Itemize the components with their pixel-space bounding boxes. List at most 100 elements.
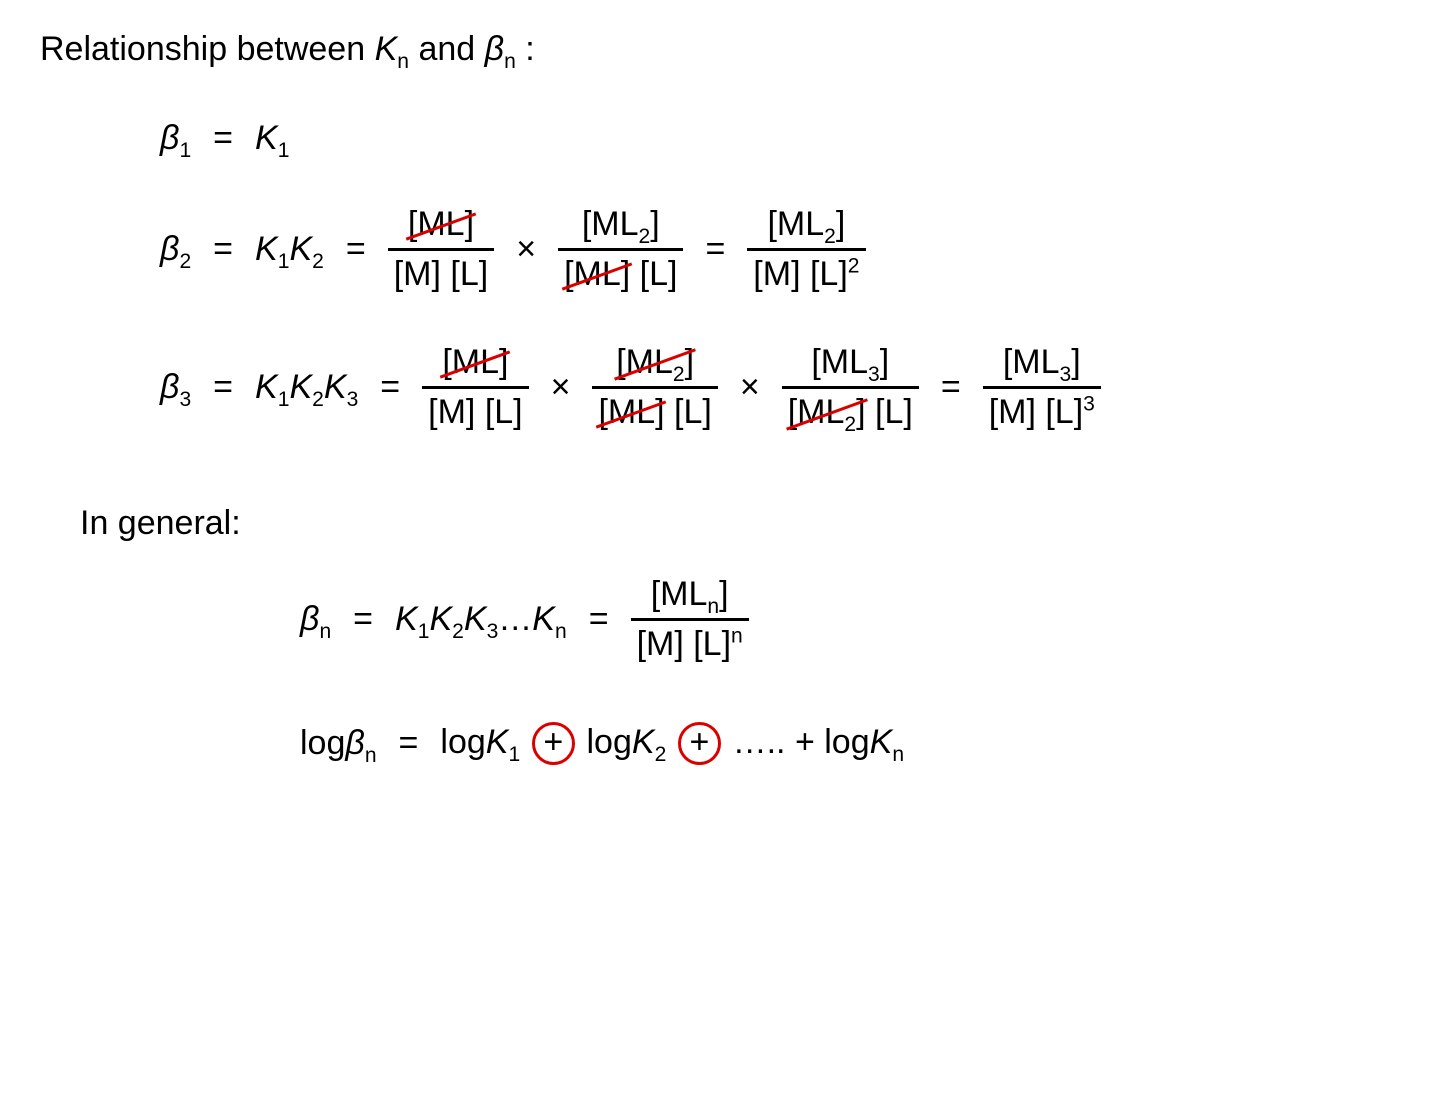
eq-sign: = xyxy=(199,368,247,407)
b3-f4-numa: [ML xyxy=(1003,343,1060,381)
title-K-sub: n xyxy=(397,50,409,73)
betan-sym: β xyxy=(300,600,319,638)
title-prefix: Relationship between xyxy=(40,30,375,68)
log-dots: ….. xyxy=(733,723,795,761)
b2-f1-num: [ML] xyxy=(408,205,474,244)
logKnK: K xyxy=(870,723,893,761)
logK2a: log xyxy=(587,723,632,761)
log-plus-plain: + xyxy=(795,723,824,761)
logK1s: 1 xyxy=(508,742,520,765)
gdots: … xyxy=(498,600,532,638)
b3-f1-den: [M] [L] xyxy=(422,391,528,434)
frac-b3-2: [ML2] [ML] [L] xyxy=(592,341,717,434)
times: × xyxy=(726,368,774,407)
title-line: Relationship between Kn and βn : xyxy=(40,30,1400,69)
K2s: 2 xyxy=(312,250,324,273)
K1: K xyxy=(255,230,278,268)
b3K2s: 2 xyxy=(312,388,324,411)
b3-f2-nums: 2 xyxy=(673,363,685,386)
eq-sign: = xyxy=(385,724,433,763)
title-mid: and xyxy=(418,30,484,68)
b3-f3-nums: 3 xyxy=(868,363,880,386)
b2-f3-nums: 2 xyxy=(824,225,836,248)
b3-f2-denb: [L] xyxy=(665,393,712,431)
gK2: K xyxy=(429,600,452,638)
b3-f4-numb: ] xyxy=(1071,343,1080,381)
frac-general: [MLn] [M] [L]n xyxy=(631,573,749,666)
logK1a: log xyxy=(440,723,485,761)
K1-sym: K xyxy=(255,119,278,157)
gKns: n xyxy=(555,620,567,643)
eq-sign: = xyxy=(332,230,380,269)
b3-f3-denas: 2 xyxy=(844,413,856,436)
eq-sign: = xyxy=(199,119,247,158)
equation-beta2: β2 = K1K2 = [ML] [M] [L] × [ML2] [ML] [L… xyxy=(160,203,1400,296)
b2-f2-denb: [L] xyxy=(630,255,677,293)
frac-b2-2: [ML2] [ML] [L] xyxy=(558,203,683,296)
gK3: K xyxy=(464,600,487,638)
equation-betan: βn = K1K2K3…Kn = [MLn] [M] [L]n xyxy=(300,573,1400,666)
title-suffix: : xyxy=(525,30,534,68)
eq-sign: = xyxy=(927,368,975,407)
b3-f4-dens: 3 xyxy=(1083,393,1095,416)
title-beta: β xyxy=(485,30,504,68)
b2-f3-dens: 2 xyxy=(848,255,860,278)
eq-sign: = xyxy=(339,600,387,639)
g-dena: [M] [L] xyxy=(637,625,731,663)
frac-b3-1: [ML] [M] [L] xyxy=(422,341,528,434)
b2-f2-nums: 2 xyxy=(639,225,651,248)
equation-beta3: β3 = K1K2K3 = [ML] [M] [L] × [ML2] [ML] … xyxy=(160,341,1400,434)
frac-b2-1: [ML] [M] [L] xyxy=(388,203,494,296)
eq-sign: = xyxy=(366,368,414,407)
b2-f3-dena: [M] [L] xyxy=(753,255,847,293)
b3-f2-numb: ] xyxy=(685,343,694,381)
title-K: K xyxy=(375,30,398,68)
b3-f4-nums: 3 xyxy=(1060,363,1072,386)
title-beta-sub: n xyxy=(504,50,516,73)
gK1s: 1 xyxy=(418,620,430,643)
b3-f3-dena2: ] xyxy=(856,393,865,431)
K1s: 1 xyxy=(278,250,290,273)
g-numa: [ML xyxy=(651,575,708,613)
K1-sub: 1 xyxy=(278,139,290,162)
logK1K: K xyxy=(486,723,509,761)
b3K2: K xyxy=(289,368,312,406)
b3K1s: 1 xyxy=(278,388,290,411)
beta2-sub: 2 xyxy=(179,250,191,273)
g-numb: ] xyxy=(719,575,728,613)
log-bsub: n xyxy=(365,744,377,767)
log-prefix: log xyxy=(300,724,345,762)
beta1-sub: 1 xyxy=(179,139,191,162)
b2-f3-numb: ] xyxy=(836,205,845,243)
g-nums: n xyxy=(707,595,719,618)
eq-sign: = xyxy=(575,600,623,639)
b2-f3-numa: [ML xyxy=(767,205,824,243)
beta2-sym: β xyxy=(160,230,179,268)
times: × xyxy=(502,230,550,269)
logK2s: 2 xyxy=(655,742,667,765)
betan-sub: n xyxy=(319,620,331,643)
gK1: K xyxy=(395,600,418,638)
equation-log: logβn = logK1 + logK2 + ….. + logKn xyxy=(300,722,1400,765)
gK2s: 2 xyxy=(452,620,464,643)
b3-f2-numa: [ML xyxy=(616,343,673,381)
frac-b3-3: [ML3] [ML2] [L] xyxy=(782,341,919,434)
eq-sign: = xyxy=(691,230,739,269)
equation-beta1: β1 = K1 xyxy=(160,119,1400,158)
circled-plus-icon: + xyxy=(678,722,721,765)
beta1-sym: β xyxy=(160,119,179,157)
b3-f3-dena: [ML xyxy=(788,393,845,431)
b3K1: K xyxy=(255,368,278,406)
eq-sign: = xyxy=(199,230,247,269)
K2: K xyxy=(289,230,312,268)
b3-f3-numa: [ML xyxy=(811,343,868,381)
in-general-label: In general: xyxy=(80,504,1400,543)
frac-b2-3: [ML2] [M] [L]2 xyxy=(747,203,865,296)
beta3-sym: β xyxy=(160,368,179,406)
b2-f2-numb: ] xyxy=(650,205,659,243)
times: × xyxy=(537,368,585,407)
circled-plus-icon: + xyxy=(532,722,575,765)
b3K3s: 3 xyxy=(347,388,359,411)
logKns: n xyxy=(892,742,904,765)
g-dens: n xyxy=(731,625,743,648)
